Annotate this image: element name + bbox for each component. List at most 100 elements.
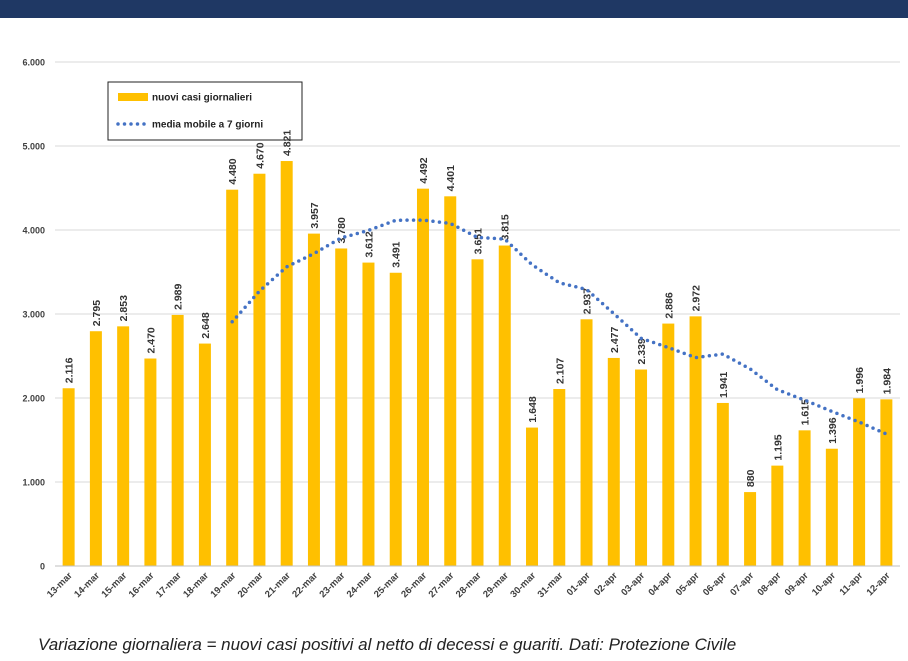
- x-tick-label: 30-mar: [508, 570, 538, 600]
- bar: [471, 259, 484, 566]
- y-tick-label: 6.000: [22, 58, 45, 68]
- x-tick-label: 06-apr: [701, 570, 729, 598]
- x-tick-label: 08-apr: [756, 570, 784, 598]
- x-tick-label: 02-apr: [592, 570, 620, 598]
- x-tick-label: 22-mar: [290, 570, 320, 600]
- bar: [553, 389, 566, 566]
- bar: [771, 465, 784, 566]
- x-tick-label: 03-apr: [619, 570, 647, 598]
- value-label: 2.648: [200, 312, 212, 338]
- bar: [416, 188, 429, 566]
- value-label: 1.941: [718, 372, 730, 398]
- value-label: 2.989: [173, 283, 185, 309]
- y-tick-label: 5.000: [22, 142, 45, 152]
- x-tick-label: 13-mar: [45, 570, 75, 600]
- value-label: 3.491: [391, 241, 403, 267]
- x-tick-label: 07-apr: [728, 570, 756, 598]
- x-tick-label: 09-apr: [783, 570, 811, 598]
- bar: [607, 357, 620, 566]
- x-tick-label: 19-mar: [208, 570, 238, 600]
- x-tick-label: 16-mar: [127, 570, 157, 600]
- bar: [635, 369, 648, 566]
- bar: [171, 314, 184, 566]
- value-label: 1.648: [527, 396, 539, 422]
- bar: [307, 233, 320, 566]
- x-tick-label: 27-mar: [427, 570, 457, 600]
- value-label: 1.996: [854, 367, 866, 393]
- header-bar: [0, 0, 908, 18]
- y-tick-label: 0: [40, 562, 45, 572]
- value-label: 2.886: [663, 292, 675, 318]
- caption: Variazione giornaliera = nuovi casi posi…: [38, 635, 736, 654]
- bar: [253, 173, 266, 566]
- bar: [716, 402, 729, 566]
- x-tick-label: 10-apr: [810, 570, 838, 598]
- bar: [89, 331, 102, 566]
- value-label: 3.815: [500, 214, 512, 240]
- bar: [662, 323, 675, 566]
- x-tick-label: 04-apr: [646, 570, 674, 598]
- value-label: 2.795: [91, 300, 103, 326]
- legend-label: media mobile a 7 giorni: [152, 120, 263, 131]
- y-tick-label: 4.000: [22, 226, 45, 236]
- bar: [689, 316, 702, 566]
- bar: [880, 399, 893, 566]
- bar: [117, 326, 130, 566]
- value-label: 2.853: [118, 295, 130, 321]
- bar: [825, 448, 838, 566]
- value-label: 2.477: [609, 326, 621, 352]
- value-label: 4.480: [227, 158, 239, 184]
- bar: [226, 189, 239, 566]
- bar: [498, 245, 511, 567]
- x-tick-label: 25-mar: [372, 570, 402, 600]
- value-label: 880: [745, 469, 757, 487]
- value-label: 4.670: [254, 142, 266, 168]
- x-tick-label: 11-apr: [838, 570, 866, 598]
- value-label: 2.972: [691, 285, 703, 311]
- bar: [389, 272, 402, 566]
- bar: [362, 262, 375, 566]
- value-label: 3.612: [363, 231, 375, 257]
- x-tick-label: 17-mar: [154, 570, 184, 600]
- x-tick-label: 29-mar: [481, 570, 511, 600]
- bar: [744, 492, 757, 566]
- bar: [444, 196, 457, 567]
- y-tick-label: 3.000: [22, 310, 45, 320]
- legend-box: [107, 81, 303, 141]
- bar: [798, 430, 811, 566]
- bar: [580, 319, 593, 566]
- bar: [335, 248, 348, 567]
- x-tick-label: 31-mar: [536, 570, 566, 600]
- value-label: 2.116: [64, 357, 76, 383]
- x-tick-label: 23-mar: [318, 570, 348, 600]
- value-label: 1.195: [772, 434, 784, 460]
- bar: [144, 358, 157, 566]
- legend-label: nuovi casi giornalieri: [152, 93, 252, 104]
- value-label: 1.396: [827, 417, 839, 443]
- value-label: 2.339: [636, 338, 648, 364]
- x-tick-label: 05-apr: [674, 570, 702, 598]
- value-label: 3.651: [473, 228, 485, 254]
- x-tick-label: 26-mar: [399, 570, 429, 600]
- bar: [526, 427, 539, 566]
- value-label: 2.107: [554, 358, 566, 384]
- x-tick-label: 14-mar: [72, 570, 102, 600]
- value-label: 4.492: [418, 157, 430, 183]
- value-label: 4.401: [445, 165, 457, 191]
- value-label: 3.957: [309, 202, 321, 228]
- x-tick-label: 21-mar: [263, 570, 293, 600]
- x-tick-label: 18-mar: [181, 570, 211, 600]
- bar: [853, 398, 866, 566]
- bar: [198, 343, 211, 566]
- value-label: 4.821: [282, 130, 294, 156]
- y-tick-label: 2.000: [22, 394, 45, 404]
- value-label: 1.984: [881, 368, 893, 394]
- x-tick-label: 12-apr: [865, 570, 893, 598]
- legend-swatch: [118, 93, 148, 101]
- moving-average-line: [230, 218, 889, 436]
- x-tick-label: 28-mar: [454, 570, 484, 600]
- x-tick-label: 20-mar: [236, 570, 266, 600]
- x-tick-label: 15-mar: [99, 570, 129, 600]
- value-label: 2.937: [582, 288, 594, 314]
